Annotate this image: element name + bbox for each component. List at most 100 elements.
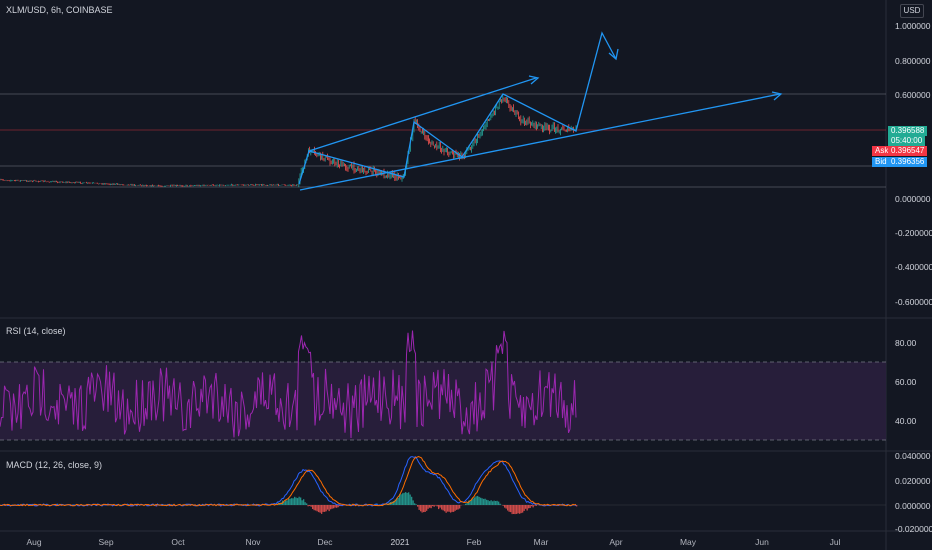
macd-histogram-bar	[285, 500, 287, 505]
macd-histogram-bar	[318, 505, 320, 513]
rsi-axis-label: 80.00	[895, 338, 917, 348]
macd-histogram-bar	[511, 505, 513, 515]
macd-histogram-bar	[444, 505, 446, 512]
macd-histogram-bar	[522, 505, 524, 513]
macd-histogram-bar	[279, 503, 281, 505]
macd-histogram-bar	[301, 500, 303, 505]
macd-axis-label: 0.000000	[895, 501, 931, 511]
macd-histogram-bar	[313, 505, 315, 511]
macd-histogram-bar	[429, 505, 431, 508]
price-axis-label: -0.400000	[895, 262, 932, 272]
macd-histogram-bar	[523, 505, 525, 511]
macd-histogram-bar	[403, 492, 405, 505]
macd-histogram-bar	[400, 494, 402, 505]
macd-histogram-bar	[454, 505, 456, 511]
rsi-line	[0, 330, 577, 439]
time-axis-label: Feb	[466, 537, 482, 547]
macd-histogram-bar	[421, 505, 423, 513]
macd-histogram-bar	[420, 505, 422, 512]
macd-histogram-bar	[297, 498, 299, 505]
arrowhead	[528, 75, 540, 85]
macd-histogram-bar	[319, 505, 321, 513]
currency-button[interactable]: USD	[900, 4, 924, 18]
macd-histogram-bar	[414, 503, 416, 505]
macd-histogram-bar	[406, 492, 408, 505]
macd-histogram-bar	[451, 505, 453, 512]
macd-histogram-bar	[316, 505, 318, 512]
macd-histogram-bar	[487, 500, 489, 505]
macd-histogram-bar	[417, 505, 419, 507]
macd-histogram-bar	[496, 500, 498, 505]
time-axis-label: Dec	[317, 537, 333, 547]
macd-histogram-bar	[292, 498, 294, 505]
macd-histogram-bar	[411, 496, 413, 505]
macd-histogram-bar	[465, 503, 467, 505]
macd-histogram-bar	[535, 505, 537, 506]
macd-histogram-bar	[325, 505, 327, 512]
macd-histogram-bar	[445, 505, 447, 513]
macd-histogram-bar	[291, 498, 293, 505]
price-axis-label: 0.000000	[895, 194, 931, 204]
macd-histogram-bar	[484, 498, 486, 505]
rsi-title: RSI (14, close)	[6, 326, 66, 336]
macd-histogram-bar	[448, 505, 450, 512]
macd-histogram-bar	[328, 505, 330, 512]
macd-histogram-bar	[498, 501, 500, 505]
macd-histogram-bar	[475, 496, 477, 505]
zigzag-pattern	[298, 31, 617, 185]
rsi-axis-label: 60.00	[895, 377, 917, 387]
macd-histogram-bar	[474, 497, 476, 505]
macd-histogram-bar	[502, 505, 504, 506]
macd-histogram-bar	[315, 505, 317, 511]
macd-histogram-bar	[295, 497, 297, 505]
macd-histogram-bar	[534, 505, 536, 506]
macd-histogram-bar	[289, 498, 291, 505]
macd-histogram-bar	[303, 499, 305, 505]
time-axis-label: Apr	[609, 537, 623, 547]
macd-histogram-bar	[336, 505, 338, 508]
macd-histogram-bar	[436, 505, 438, 507]
macd-histogram-bar	[433, 505, 435, 507]
macd-histogram-bar	[531, 505, 533, 507]
macd-histogram-bar	[322, 505, 324, 512]
macd-histogram-bar	[490, 500, 492, 505]
macd-histogram-bar	[339, 505, 341, 507]
macd-histogram-bar	[513, 505, 515, 514]
macd-histogram-bar	[432, 505, 434, 507]
macd-histogram-bar	[304, 502, 306, 505]
macd-histogram-bar	[306, 503, 308, 505]
macd-histogram-bar	[298, 496, 300, 505]
time-axis-label: Mar	[533, 537, 549, 547]
macd-histogram-bar	[441, 505, 443, 510]
macd-histogram-bar	[514, 505, 516, 515]
macd-histogram-bar	[307, 505, 309, 507]
rsi-band	[0, 362, 886, 440]
macd-histogram-bar	[489, 501, 491, 505]
macd-histogram-bar	[529, 505, 531, 508]
time-axis-label: 2021	[390, 537, 410, 547]
macd-histogram-bar	[310, 505, 312, 507]
lower-trendline	[299, 93, 781, 191]
macd-histogram-bar	[492, 501, 494, 505]
macd-histogram-bar	[397, 497, 399, 505]
macd-axis-label: 0.020000	[895, 476, 931, 486]
countdown-tag: 05:40:00	[888, 136, 926, 146]
macd-histogram-bar	[510, 505, 512, 513]
macd-histogram-bar	[333, 505, 335, 509]
macd-histogram-bar	[442, 505, 444, 511]
macd-histogram-bar	[516, 505, 518, 514]
macd-histogram-bar	[396, 498, 398, 505]
macd-histogram-bar	[499, 503, 501, 505]
arrowhead	[608, 48, 619, 61]
macd-histogram-bar	[405, 492, 407, 505]
macd-histogram-bar	[330, 505, 332, 510]
macd-histogram-bar	[505, 505, 507, 509]
macd-histogram-bar	[447, 505, 449, 512]
macd-histogram-bar	[486, 499, 488, 505]
macd-axis-label: -0.020000	[895, 524, 932, 534]
macd-histogram-bar	[430, 505, 432, 509]
macd-histogram-bar	[493, 500, 495, 505]
macd-histogram-bar	[477, 495, 479, 505]
